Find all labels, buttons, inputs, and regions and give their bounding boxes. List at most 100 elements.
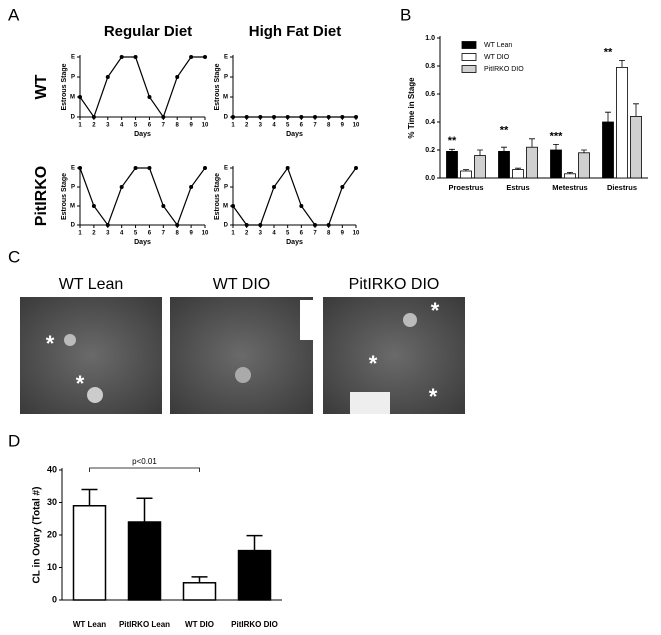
x-tick-label: 4 [272,123,276,129]
point [354,166,358,170]
image-marker: * [76,371,85,396]
x-tick-label: 2 [245,231,249,237]
point [147,166,152,170]
x-tick-label: Diestrus [607,183,637,192]
micrograph [170,297,313,414]
y-axis-label: Estrous Stage [214,173,221,220]
x-tick-label: 1 [231,123,235,129]
x-tick-label: 6 [300,231,304,237]
point [203,166,207,170]
bar [526,146,538,179]
point [189,55,194,59]
legend-swatch [461,41,477,49]
point [313,115,317,119]
x-tick-label: 8 [176,123,180,129]
point [258,223,263,227]
y-tick-label: M [70,95,75,101]
point [105,223,110,227]
panel-label: C [8,247,20,266]
y-tick-label: 20 [47,529,57,539]
point [326,115,331,119]
point [258,115,263,119]
x-tick-label: 10 [202,123,209,129]
y-tick-label: P [224,185,228,191]
point [189,185,194,189]
legend-label: WT Lean [484,42,512,49]
bar [550,149,562,179]
y-axis-label: Estrous Stage [214,63,221,110]
follicle [403,313,417,327]
x-tick-label: Estrus [506,183,529,192]
y-tick-label: D [224,115,229,121]
bar [616,67,628,179]
legend-label: WT DIO [484,54,510,61]
comparison-label: p<0.01 [132,457,157,466]
micrograph [323,297,465,414]
point [272,185,276,189]
y-tick-label: E [71,55,75,61]
point [285,115,290,119]
y-tick-label: D [71,223,76,229]
x-tick-label: 9 [189,231,193,237]
y-tick-label: M [70,204,75,210]
series-line [79,56,205,119]
x-tick-label: 7 [162,123,166,129]
x-tick-label: 10 [353,231,360,237]
y-tick-label: 0.0 [425,175,435,182]
image-marker: * [429,384,438,409]
background [300,300,313,340]
panel-label: B [400,5,411,24]
row-title: WT [33,74,50,99]
y-tick-label: E [224,166,228,172]
y-tick-label: P [71,185,75,191]
x-tick-label: 1 [78,123,82,129]
point [272,115,276,119]
error-bar [605,111,611,122]
y-tick-label: E [71,166,75,172]
x-tick-label: 6 [148,231,152,237]
point [326,223,331,227]
significance: *** [550,130,564,142]
x-tick-label: Metestrus [552,183,587,192]
error-bar [246,534,263,551]
x-tick-label: 5 [286,231,290,237]
error-bar [81,488,98,506]
panel-label: D [8,431,20,450]
point [244,115,249,119]
point [133,166,138,170]
point [244,223,249,227]
significance: ** [500,125,509,137]
x-tick-label: 7 [313,123,317,129]
point [340,115,345,119]
y-axis-label: % Time in Stage [407,77,416,139]
point [354,115,358,119]
x-tick-label: 1 [231,231,235,237]
x-tick-label: 8 [327,123,331,129]
comparison-bracket [89,467,200,472]
x-tick-label: 3 [106,123,110,129]
y-tick-label: M [223,95,228,101]
x-tick-label: WT Lean [73,620,106,629]
bar [474,155,486,179]
x-axis-label: Days [286,131,303,138]
y-tick-label: 10 [47,562,57,572]
point [299,204,304,208]
point [231,204,235,208]
x-tick-label: PitIRKO Lean [119,620,170,629]
bar [127,521,162,601]
point [78,95,82,99]
x-tick-label: 5 [134,123,138,129]
x-tick-label: 4 [120,123,124,129]
x-tick-label: 4 [272,231,276,237]
y-tick-label: E [224,55,228,61]
point [175,75,180,79]
x-tick-label: 2 [92,123,96,129]
y-axis-label: Estrous Stage [61,173,68,220]
bar [512,169,524,179]
point [91,115,96,119]
x-tick-label: 9 [341,123,345,129]
y-axis-label: CL in Ovary (Total #) [32,487,43,584]
series-line [79,167,206,227]
point [313,223,317,227]
